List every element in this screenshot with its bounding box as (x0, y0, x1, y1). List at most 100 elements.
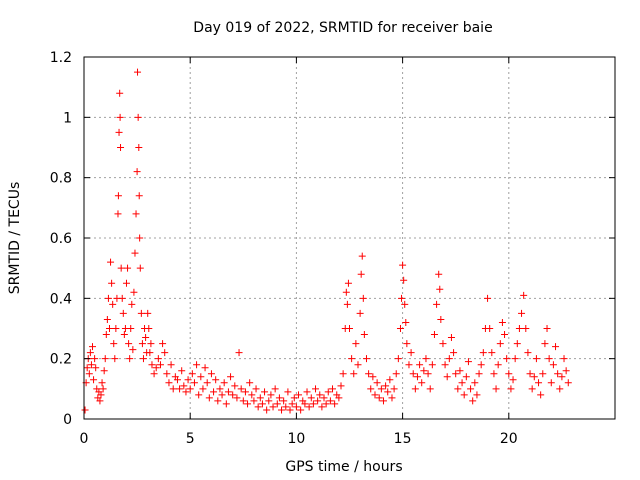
data-point (248, 391, 256, 399)
data-point (214, 397, 222, 405)
data-point (161, 349, 169, 357)
data-point (199, 385, 207, 393)
data-point (86, 349, 94, 357)
data-point (494, 361, 502, 369)
data-point (379, 397, 387, 405)
data-point (178, 367, 186, 375)
data-point (297, 406, 305, 414)
y-axis-label: SRMTID / TECUs (7, 182, 23, 295)
data-point (286, 406, 294, 414)
data-point (129, 346, 137, 354)
data-point (511, 355, 519, 363)
data-point (346, 325, 353, 332)
axis-ticks: 0 0.2 0.4 0.6 0.8 1 1.2 0 5 10 15 20 (50, 50, 615, 447)
y-tick-label: 1 (63, 110, 72, 126)
data-point (524, 349, 532, 357)
chart-title: Day 019 of 2022, SRMTID for receiver bai… (193, 20, 492, 36)
data-point (252, 385, 260, 393)
data-point (190, 379, 198, 387)
data-point (532, 355, 540, 363)
data-point (117, 264, 125, 272)
y-tick-label: 1.2 (50, 50, 72, 66)
data-point (545, 355, 553, 363)
data-point (549, 361, 557, 369)
data-point (292, 403, 300, 411)
data-point (436, 285, 444, 293)
data-point (120, 331, 128, 339)
y-tick-label: 0 (63, 412, 72, 428)
x-tick-label: 5 (186, 431, 195, 447)
data-point (375, 394, 383, 402)
data-point (314, 397, 322, 405)
data-point (490, 370, 498, 378)
y-tick-label: 0.4 (50, 291, 72, 307)
data-point (159, 340, 167, 348)
data-point (454, 385, 462, 393)
data-point (229, 391, 237, 399)
data-point (354, 361, 362, 369)
data-point (107, 258, 115, 266)
data-point (373, 379, 381, 387)
data-point (156, 361, 164, 369)
data-point (439, 340, 447, 348)
data-point (539, 370, 547, 378)
data-point (339, 370, 347, 378)
data-point (83, 364, 91, 372)
data-point (515, 325, 523, 332)
data-point (101, 355, 109, 363)
data-point (303, 388, 311, 396)
data-point (409, 370, 417, 378)
data-point (371, 391, 379, 399)
data-point (267, 391, 275, 399)
data-point (104, 294, 112, 302)
data-point (522, 325, 530, 332)
data-point (145, 325, 153, 332)
data-point (105, 325, 113, 332)
data-point (275, 394, 283, 402)
data-point (382, 382, 390, 390)
data-point (484, 294, 492, 302)
data-point (541, 340, 549, 348)
data-point (456, 367, 464, 375)
data-point (464, 358, 472, 366)
data-point (348, 355, 356, 363)
data-point (392, 370, 400, 378)
data-point (467, 385, 475, 393)
data-point (424, 370, 432, 378)
data-point (479, 349, 487, 357)
data-point (342, 288, 350, 296)
data-point (81, 406, 89, 414)
data-point (87, 361, 95, 369)
data-point (97, 391, 105, 399)
x-axis-label: GPS time / hours (285, 459, 402, 475)
data-point (152, 364, 160, 372)
data-point (132, 210, 140, 218)
data-point (125, 340, 133, 348)
data-point (367, 385, 375, 393)
data-point (261, 388, 269, 396)
data-point (398, 294, 406, 302)
data-point (108, 279, 116, 287)
data-point (91, 355, 99, 363)
data-point (182, 388, 190, 396)
data-point (329, 385, 337, 393)
data-point (422, 355, 430, 363)
data-point (560, 355, 568, 363)
data-point (263, 406, 271, 414)
data-point (307, 394, 315, 402)
data-point (142, 334, 150, 342)
data-point (399, 261, 407, 269)
data-point (518, 309, 526, 317)
data-point (186, 385, 194, 393)
data-point (469, 397, 477, 405)
data-point (148, 361, 156, 369)
data-point (503, 355, 511, 363)
data-point (180, 382, 188, 390)
data-point (394, 355, 402, 363)
data-series (81, 68, 572, 414)
data-point (507, 385, 515, 393)
data-point (231, 382, 239, 390)
data-point (205, 394, 213, 402)
data-point (564, 379, 572, 387)
